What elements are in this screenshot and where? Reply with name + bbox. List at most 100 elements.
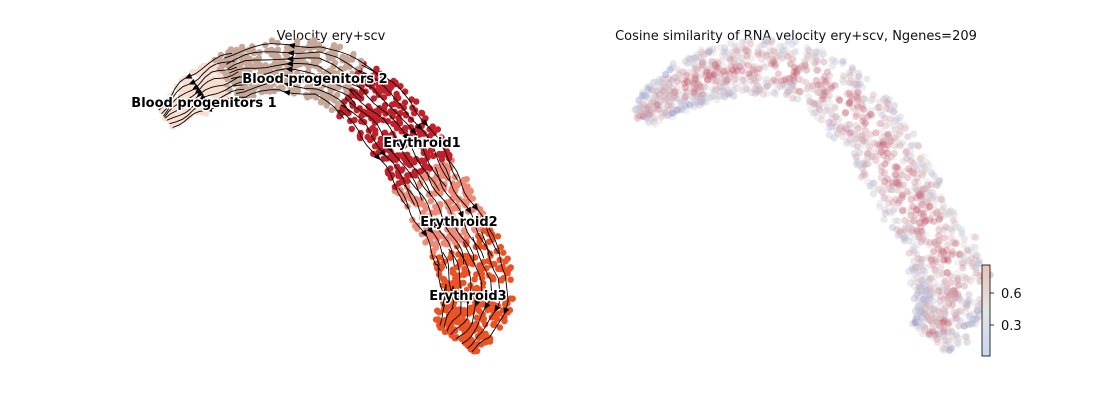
cell-point [464, 260, 471, 267]
cosine-cell-point [921, 309, 929, 318]
cosine-cell-point [665, 92, 673, 100]
cosine-cell-point [866, 143, 874, 151]
cosine-cell-point [814, 88, 823, 96]
cosine-cell-point [653, 102, 661, 110]
cell-point [496, 256, 503, 264]
cell-point [393, 163, 401, 170]
cosine-cell-point [947, 301, 955, 309]
cosine-cell-point [921, 301, 929, 309]
cosine-cell-point [685, 68, 693, 76]
cosine-cell-point [907, 142, 915, 150]
cosine-cell-point [946, 240, 955, 248]
cosine-cell-point [731, 42, 739, 50]
cosine-cell-point [670, 88, 679, 96]
cosine-cell-point [927, 255, 935, 263]
cosine-cell-point [956, 295, 964, 303]
cell-point [497, 243, 504, 251]
cosine-cell-point [645, 91, 653, 99]
velocity-arrowhead [287, 43, 296, 49]
cosine-cell-point [916, 191, 924, 200]
cosine-cell-point [898, 193, 906, 201]
cosine-cell-point [810, 109, 818, 117]
cosine-cell-point [955, 322, 963, 330]
cosine-cell-point [944, 327, 953, 335]
cosine-cell-point [873, 141, 881, 149]
cosine-cell-point [732, 85, 741, 93]
cosine-cell-point [691, 60, 699, 68]
cosine-cell-point [850, 90, 859, 98]
cosine-cell-point [907, 211, 915, 219]
cosine-cell-point [881, 160, 889, 168]
cosine-cell-point [694, 97, 702, 105]
cosine-cell-point [913, 263, 921, 271]
cosine-cell-point [685, 54, 693, 62]
cosine-cell-point [847, 128, 855, 136]
cosine-cell-point [952, 224, 960, 232]
cell-point [506, 306, 514, 314]
cosine-cell-point [915, 283, 924, 291]
cosine-cell-point [923, 279, 931, 287]
cell-point [436, 267, 443, 274]
cosine-cell-point [835, 96, 843, 104]
cosine-cell-point [877, 163, 886, 171]
cosine-cell-point [689, 79, 697, 87]
cosine-cell-point [915, 219, 923, 227]
cosine-cell-point [918, 320, 926, 328]
cosine-cell-point [915, 142, 923, 151]
cosine-cell-point [667, 105, 675, 113]
cell-point [446, 232, 453, 239]
cosine-cell-point [761, 75, 770, 83]
cosine-cell-point [934, 320, 942, 328]
cosine-cell-point [891, 217, 899, 225]
cosine-points [631, 35, 994, 355]
cosine-cell-point [834, 94, 842, 102]
cell-point [380, 94, 388, 101]
cosine-cell-point [760, 41, 768, 49]
velocity-arrowhead [394, 139, 400, 147]
cosine-cell-point [936, 303, 944, 311]
cosine-cell-point [919, 215, 927, 223]
cosine-cell-point [682, 72, 691, 80]
cosine-cell-point [681, 83, 689, 91]
cosine-cell-point [652, 94, 661, 102]
cosine-cell-point [898, 191, 906, 199]
cosine-cell-point [705, 48, 713, 56]
streamline [426, 171, 475, 261]
cosine-cell-point [941, 210, 949, 218]
cosine-cell-point [915, 233, 924, 241]
cosine-cell-point [817, 116, 826, 124]
cosine-cell-point [797, 63, 806, 71]
cosine-cell-point [801, 62, 809, 71]
cosine-cell-point [878, 134, 886, 142]
cosine-cell-point [812, 76, 821, 84]
cosine-cell-point [928, 288, 936, 296]
cosine-cell-point [721, 75, 729, 83]
cell-point [293, 70, 301, 77]
cosine-cell-point [885, 200, 893, 208]
cosine-cell-point [774, 48, 783, 57]
cosine-cell-point [863, 177, 872, 185]
cosine-cell-point [921, 327, 929, 335]
cosine-cell-point [919, 214, 928, 222]
cosine-cell-point [920, 213, 928, 221]
cell-point [438, 156, 446, 163]
cosine-cell-point [872, 129, 880, 137]
cosine-cell-point [801, 61, 809, 69]
cosine-cell-point [738, 38, 747, 46]
cosine-cell-point [782, 91, 791, 99]
cosine-cell-point [941, 311, 949, 319]
cosine-cell-point [916, 185, 924, 193]
cosine-cell-point [910, 275, 918, 283]
cosine-cell-point [926, 291, 934, 299]
cosine-cell-point [809, 52, 817, 61]
velocity-arrowhead [402, 133, 409, 141]
cosine-cell-point [913, 291, 921, 299]
cosine-cell-point [806, 99, 814, 107]
cosine-cell-point [965, 320, 973, 328]
cosine-cell-point [973, 315, 981, 323]
cell-point [438, 233, 446, 240]
streamline [455, 241, 483, 340]
cosine-cell-point [854, 88, 862, 96]
cosine-cell-point [683, 99, 691, 107]
cosine-cell-point [691, 65, 699, 73]
